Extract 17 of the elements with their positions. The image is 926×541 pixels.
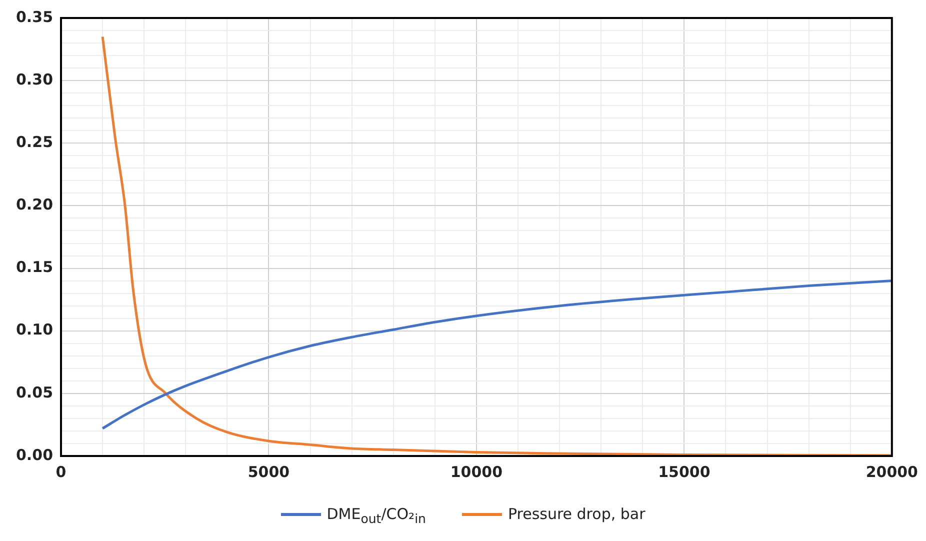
y-tick-label: 0.25 xyxy=(16,133,54,152)
line-series xyxy=(101,36,892,456)
x-tick-label: 10000 xyxy=(450,462,503,481)
y-tick-label: 0.10 xyxy=(16,320,54,339)
y-tick-label: 0.30 xyxy=(16,70,54,88)
legend-label: DME$_{out}$/CO₂$_{in}$ xyxy=(326,505,426,526)
line-series xyxy=(101,280,892,430)
y-tick-label: 0.35 xyxy=(16,8,54,26)
x-tick-label: 5000 xyxy=(248,462,290,481)
x-tick-label: 20000 xyxy=(866,462,918,481)
y-tick-label: 0.00 xyxy=(16,446,54,464)
y-tick-label: 0.15 xyxy=(16,258,54,276)
x-tick-label: 0 xyxy=(56,462,66,481)
legend-label: Pressure drop, bar xyxy=(508,505,646,523)
y-tick-label: 0.05 xyxy=(16,383,54,402)
y-tick-label: 0.20 xyxy=(16,196,54,214)
x-tick-label: 15000 xyxy=(658,462,710,481)
